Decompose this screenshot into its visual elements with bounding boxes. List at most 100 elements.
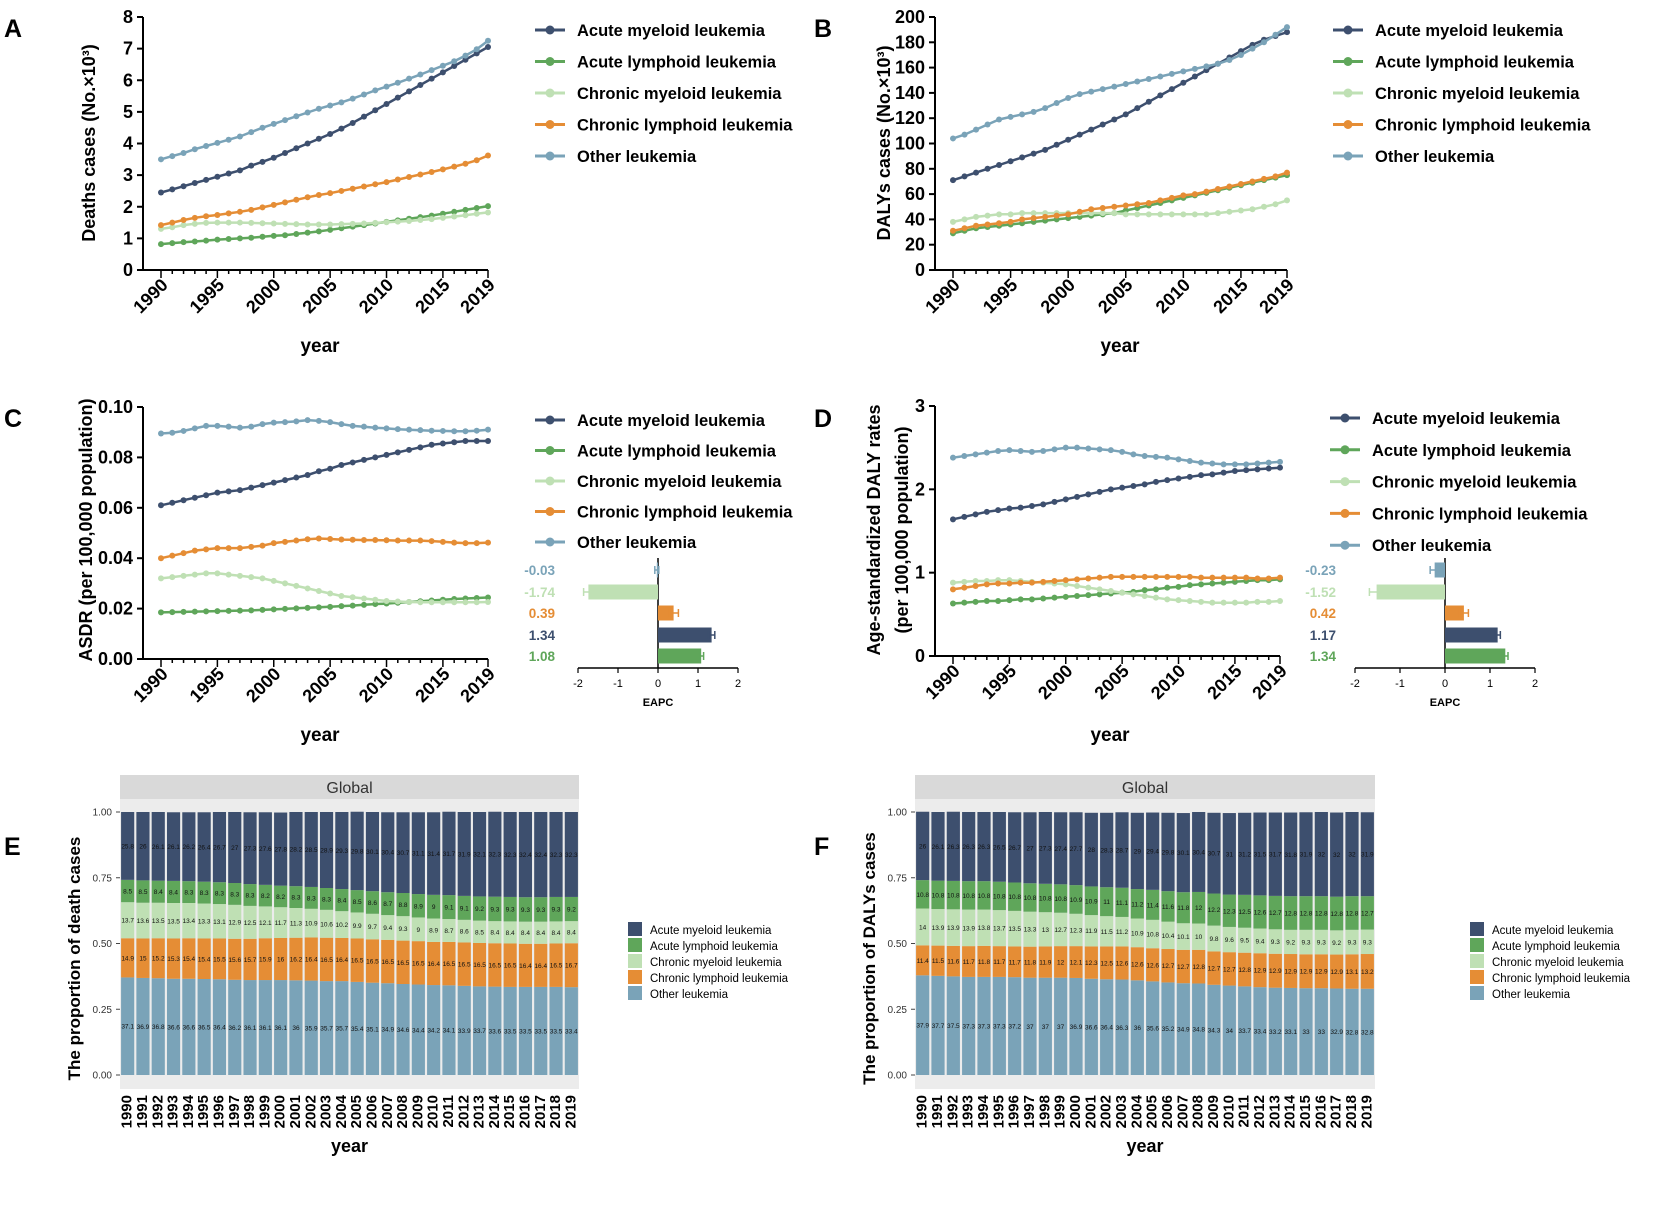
legend-item: Chronic lymphoid leukemia [1333,117,1591,135]
bar-value-label: 33.6 [489,1028,502,1035]
bar-value-label: 30.7 [397,850,410,857]
bar-segment-cml [411,917,425,942]
bar-value-label: 8.2 [261,893,270,900]
bar-segment-cml [243,905,257,939]
data-point [1007,218,1014,225]
bar-segment-other [931,975,945,1075]
bar-segment-cll [488,943,502,987]
legend-swatch-dot [1340,477,1350,487]
bar-segment-cml [1084,915,1098,947]
data-point [1130,483,1137,489]
data-point [1085,575,1092,582]
bar-value-label: 12.7 [1162,963,1175,970]
bar-segment-other [1284,987,1298,1075]
bar-stack: 36.2 15.6 12.9 8.3 27 [228,812,241,1075]
data-point [304,229,311,236]
data-point [1214,210,1221,217]
bar-value-label: 16.5 [504,963,517,970]
data-point [270,154,277,161]
bar-segment-cml [335,911,349,938]
bar-value-label: 12.8 [1238,967,1251,974]
data-point [1007,113,1014,120]
data-point [203,492,210,499]
data-point [473,46,480,53]
bar-segment-aml [1146,812,1160,890]
data-point [327,102,334,109]
bar-value-label: 35.7 [336,1026,349,1033]
bar-value-label: 13.2 [1361,969,1374,976]
bar-value-label: 12.8 [1192,964,1205,971]
bar-segment-aml [1314,812,1328,897]
x-tick-label: 2006 [363,1095,380,1128]
x-tick-label: 2019 [1255,275,1297,317]
data-point [327,131,334,138]
y-tick-label: 80 [905,159,925,179]
data-point [428,441,435,448]
data-point [1254,466,1261,473]
data-point [1141,481,1148,488]
data-point [1231,574,1238,581]
legend-item: Other leukemia [1333,148,1495,166]
bar-value-label: 10.8 [947,893,960,900]
bar-value-label: 9.2 [1332,940,1341,947]
data-point [169,499,176,506]
bar-segment-all [274,885,288,908]
legend-label: Acute lymphoid leukemia [1492,941,1620,953]
bar-segment-cll [289,937,303,981]
bar-segment-cml [931,909,945,946]
legend-item: Acute lymphoid leukemia [628,938,778,953]
data-point [1277,458,1283,465]
data-point [1062,593,1069,600]
bar-value-label: 33.4 [1254,1029,1267,1036]
y-axis-title: DALYs cases (No.×10³) [874,46,894,241]
bar-segment-aml [946,811,960,881]
data-point [961,216,968,223]
bar-value-label: 13.1 [1346,969,1359,976]
data-point [1040,501,1047,508]
data-point [417,217,424,224]
data-point [1030,210,1037,217]
bar-segment-all [1192,891,1206,924]
data-point [349,95,356,102]
bar-segment-all [304,886,318,909]
bar-stack: 33.7 16.5 8.5 9.2 32.1 [472,812,486,1075]
data-point [406,446,413,453]
bar-value-label: 9.3 [521,907,530,914]
bar-stack: 37.7 11.5 13.9 10.8 26.1 [931,812,945,1075]
bar-segment-aml [274,812,288,886]
data-point [394,449,401,456]
legend-item: Chronic myeloid leukemia [1470,954,1624,969]
bar-segment-cll [1146,948,1160,982]
bar-value-label: 26.1 [152,844,165,851]
data-point [372,181,379,188]
data-point [1107,486,1114,493]
data-point [1157,211,1164,218]
legend-label: Other leukemia [1492,989,1571,1001]
eapc-value-label: 1.17 [1310,628,1336,643]
bar-segment-all [1330,896,1344,931]
x-tick-label: 2000 [272,1095,289,1128]
data-point [1042,146,1049,153]
bar-value-label: 31.1 [412,851,425,858]
data-point [1186,598,1193,604]
bar-segment-all [457,895,471,920]
data-point [360,220,367,227]
bar-stack: 33 12.9 9.3 12.8 31.9 [1299,812,1313,1075]
bar-segment-cml [350,912,364,939]
bar-segment-aml [1054,812,1068,885]
data-point [315,587,322,594]
data-point [451,599,458,606]
bar-value-label: 15.6 [228,957,241,964]
data-point [1164,454,1171,461]
x-tick-label: 1995 [186,275,228,317]
y-tick-label: 7 [123,39,133,59]
bar-segment-other [1130,980,1144,1075]
data-point [406,537,413,544]
bar-segment-cll [1314,954,1328,989]
bar-stack: 35.2 12.7 10.4 11.6 29.8 [1161,812,1175,1075]
data-point [1203,188,1210,195]
data-point [428,168,435,175]
data-point [372,454,379,461]
bar-value-label: 34.8 [1192,1027,1205,1034]
data-point [338,187,345,194]
